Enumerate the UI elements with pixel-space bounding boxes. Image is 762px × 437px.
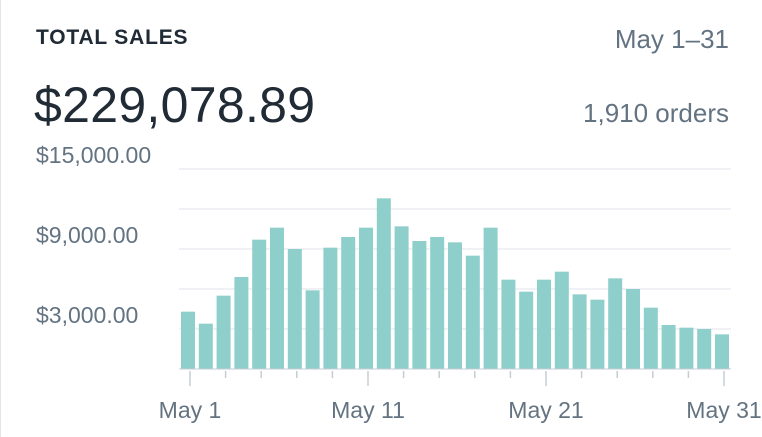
bar	[341, 237, 356, 369]
bar	[198, 323, 213, 369]
bar	[216, 295, 231, 369]
bar	[537, 279, 551, 369]
bar	[305, 290, 320, 369]
bar	[697, 329, 712, 369]
x-tick-label: May 31	[686, 397, 761, 423]
bar	[181, 311, 195, 369]
bar	[323, 247, 338, 369]
bar	[626, 289, 640, 369]
card-title: TOTAL SALES	[36, 26, 189, 49]
bar	[608, 278, 623, 369]
bar	[572, 294, 587, 369]
total-sales-value: $229,078.89	[34, 77, 316, 133]
bar	[554, 271, 569, 369]
x-tick-label: May 1	[159, 397, 222, 423]
bar	[501, 279, 516, 369]
bar	[661, 325, 676, 369]
x-tick-label: May 11	[331, 397, 405, 423]
bar	[270, 227, 284, 369]
x-tick-label: May 21	[508, 397, 583, 423]
y-tick-label: $3,000.00	[36, 302, 138, 328]
bar	[519, 291, 534, 369]
bar	[590, 299, 605, 369]
bar	[430, 237, 445, 369]
y-tick-label: $9,000.00	[36, 222, 138, 248]
card-border	[0, 0, 1, 437]
bar	[448, 242, 462, 369]
bar	[287, 249, 302, 369]
bar	[715, 334, 729, 369]
orders-count: 1,910 orders	[583, 98, 729, 128]
bar	[412, 241, 427, 369]
bar	[376, 198, 391, 369]
date-range: May 1–31	[614, 24, 729, 54]
bar	[643, 307, 658, 369]
bar	[359, 227, 373, 369]
y-tick-label: $15,000.00	[36, 142, 151, 168]
bar	[483, 227, 498, 369]
bar	[394, 226, 409, 369]
bar	[252, 239, 267, 369]
bar	[679, 327, 694, 369]
bar	[234, 277, 249, 369]
bar	[465, 255, 480, 369]
